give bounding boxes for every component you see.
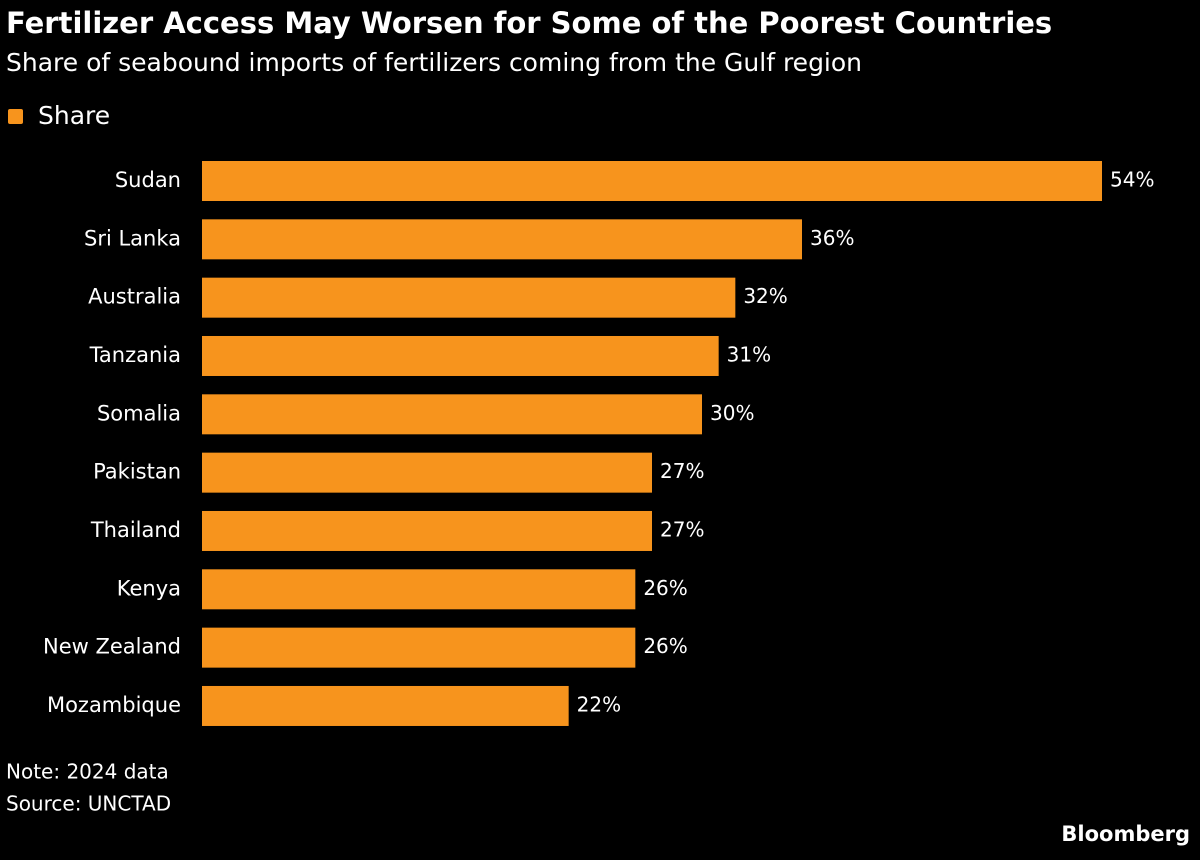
value-label: 27% xyxy=(660,459,704,483)
value-label: 54% xyxy=(1110,168,1154,192)
chart-subtitle: Share of seabound imports of fertilizers… xyxy=(6,48,862,77)
bar xyxy=(202,161,1102,201)
bar xyxy=(202,219,802,260)
bar xyxy=(202,335,719,376)
category-label: Mozambique xyxy=(47,693,181,717)
category-label: Australia xyxy=(88,285,181,309)
category-label: Somalia xyxy=(97,401,181,425)
bar xyxy=(202,394,702,435)
bar xyxy=(202,510,652,551)
value-label: 26% xyxy=(643,576,687,600)
category-label: New Zealand xyxy=(43,635,181,659)
category-label: Sri Lanka xyxy=(84,226,181,250)
value-label: 22% xyxy=(577,692,621,716)
credit: Bloomberg xyxy=(1061,822,1190,846)
bar xyxy=(202,277,736,318)
note: Note: 2024 data xyxy=(6,760,169,784)
value-label: 27% xyxy=(660,517,704,541)
bar xyxy=(202,627,636,668)
category-label: Tanzania xyxy=(89,343,181,367)
category-label: Sudan xyxy=(115,168,181,192)
bar xyxy=(202,569,636,610)
legend-swatch xyxy=(8,109,23,124)
value-label: 30% xyxy=(710,401,754,425)
value-label: 26% xyxy=(643,634,687,658)
chart-title: Fertilizer Access May Worsen for Some of… xyxy=(6,6,1052,40)
bar xyxy=(202,685,569,726)
value-label: 31% xyxy=(727,342,771,366)
value-label: 36% xyxy=(810,226,854,250)
legend-label: Share xyxy=(38,101,110,130)
category-label: Kenya xyxy=(117,576,181,600)
source: Source: UNCTAD xyxy=(6,792,171,816)
category-label: Pakistan xyxy=(93,460,181,484)
category-label: Thailand xyxy=(90,518,181,542)
bar xyxy=(202,452,652,493)
value-label: 32% xyxy=(743,284,787,308)
